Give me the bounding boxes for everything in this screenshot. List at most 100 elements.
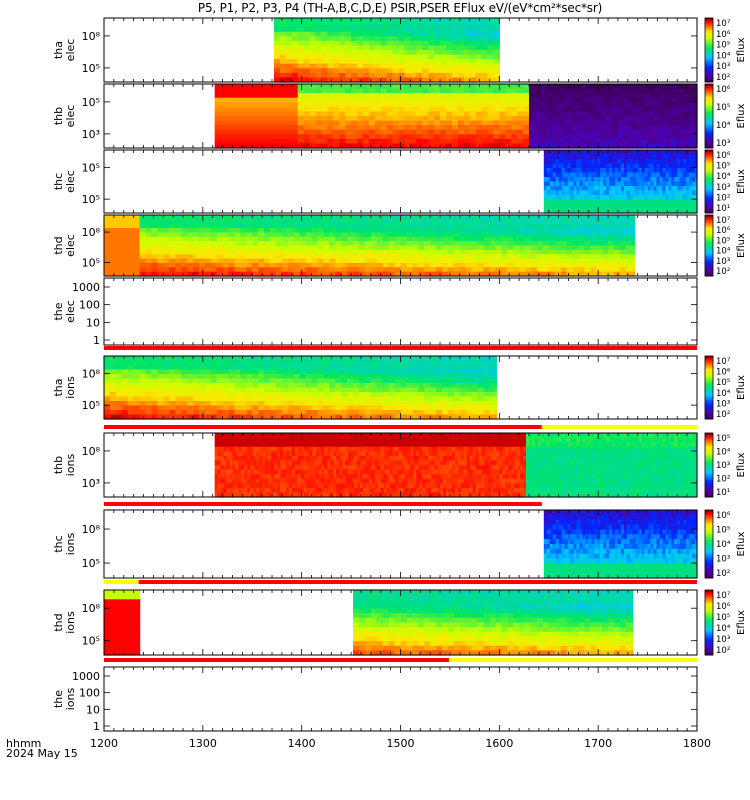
spectrogram-cell	[347, 258, 354, 264]
spectrogram-cell	[309, 40, 317, 47]
spectrogram-cell	[240, 378, 247, 384]
spectrogram-cell	[410, 36, 417, 42]
spectrogram-cell	[629, 116, 637, 122]
spectrogram-cell	[214, 116, 222, 122]
spectrogram-cell	[632, 204, 637, 210]
spectrogram-cell	[287, 271, 295, 277]
spectrogram-cell	[564, 190, 569, 196]
spectrogram-cell	[570, 208, 575, 214]
spectrogram-cell	[617, 186, 622, 192]
spectrogram-cell	[680, 168, 684, 174]
spectrogram-cell	[262, 116, 269, 122]
spectrogram-cell	[351, 54, 358, 60]
spectrogram-cell	[507, 215, 514, 220]
spectrogram-cell	[281, 249, 289, 255]
spectrogram-cell	[392, 102, 400, 108]
spectrogram-cell	[275, 401, 283, 407]
spectrogram-cell	[668, 177, 672, 183]
spectrogram-cell	[668, 199, 672, 205]
spectrogram-cell	[370, 249, 378, 255]
spectrogram-cell	[534, 84, 542, 90]
spectrogram-cell	[339, 143, 346, 149]
colorbar-segment	[705, 79, 713, 83]
spectrogram-cell	[457, 116, 465, 122]
spectrogram-cell	[339, 120, 346, 126]
panel-frame	[103, 277, 698, 346]
spectrogram-cell	[386, 138, 394, 145]
spectrogram-cell	[127, 410, 135, 416]
spectrogram-cell	[641, 190, 646, 196]
spectrogram-cell	[481, 138, 489, 145]
spectrogram-cell	[585, 154, 589, 160]
spectrogram-cell	[552, 199, 557, 205]
spectrogram-cell	[250, 102, 257, 108]
spectrogram-cell	[386, 50, 394, 56]
colorbar-segment	[705, 88, 713, 91]
spectrogram-cell	[151, 383, 158, 389]
spectrogram-cell	[157, 236, 164, 242]
spectrogram-cell	[315, 45, 323, 51]
spectrogram-cell	[341, 232, 348, 238]
spectrogram-cell	[273, 125, 281, 131]
spectrogram-cell	[501, 254, 508, 260]
spectrogram-cell	[297, 120, 305, 126]
spectrogram-cell	[671, 134, 678, 140]
colorbar-segment	[705, 128, 713, 132]
spectrogram-cell	[647, 204, 652, 210]
spectrogram-cell	[240, 396, 247, 402]
spectrogram-cell	[594, 195, 598, 201]
spectrogram-cell	[570, 143, 578, 149]
spectrogram-cell	[258, 232, 265, 238]
spectrogram-cell	[368, 77, 376, 83]
spectrogram-cell	[309, 106, 317, 113]
spectrogram-cell	[641, 195, 646, 201]
spectrogram-cell	[392, 50, 400, 56]
spectrogram-cell	[647, 208, 652, 214]
spectrogram-cell	[424, 219, 431, 225]
spectrogram-cell	[641, 111, 649, 117]
spectrogram-cell	[216, 236, 224, 242]
spectrogram-cell	[540, 116, 548, 122]
spectrogram-cell	[210, 410, 218, 416]
spectrogram-cell	[410, 84, 417, 90]
spectrogram-cell	[493, 120, 500, 126]
spectrogram-cell	[513, 262, 520, 268]
spectrogram-cell	[115, 228, 123, 234]
spectrogram-cell	[505, 116, 512, 122]
spectrogram-cell	[252, 258, 259, 264]
spectrogram-cell	[374, 59, 382, 65]
spectrogram-cell	[683, 125, 690, 131]
spectrogram-cell	[133, 392, 141, 398]
spectrogram-cell	[380, 22, 388, 28]
spectrogram-cell	[549, 181, 554, 187]
spectrogram-cell	[364, 271, 372, 277]
spectrogram-cell	[109, 236, 117, 242]
spectrogram-cell	[608, 262, 615, 268]
spectrogram-cell	[418, 254, 425, 260]
spectrogram-cell	[382, 228, 390, 234]
spectrogram-cell	[109, 387, 117, 393]
spectrogram-cell	[210, 262, 218, 268]
spectrogram-cell	[543, 181, 548, 187]
spectrogram-cell	[268, 134, 275, 140]
spectrogram-cell	[244, 93, 251, 99]
spectrogram-cell	[382, 258, 390, 264]
spectrogram-cell	[392, 77, 400, 83]
spectrogram-cell	[250, 120, 257, 126]
spectrogram-cell	[210, 258, 218, 264]
spectrogram-cell	[600, 93, 607, 99]
spectrogram-cell	[362, 97, 370, 103]
spectrogram-cell	[109, 219, 117, 225]
spectrogram-cell	[582, 125, 589, 131]
spectrogram-cell	[597, 190, 601, 196]
colorbar-tick-label: 10⁴	[716, 51, 731, 61]
spectrogram-cell	[275, 245, 283, 251]
spectrogram-cell	[341, 241, 348, 247]
spectrogram-cell	[109, 271, 117, 277]
spectrogram-cell	[281, 365, 289, 371]
spectrogram-cell	[121, 267, 129, 273]
spectrogram-cell	[505, 138, 512, 145]
spectrogram-cell	[659, 177, 664, 183]
spectrogram-cell	[511, 129, 518, 135]
spectrogram-cell	[333, 116, 340, 122]
